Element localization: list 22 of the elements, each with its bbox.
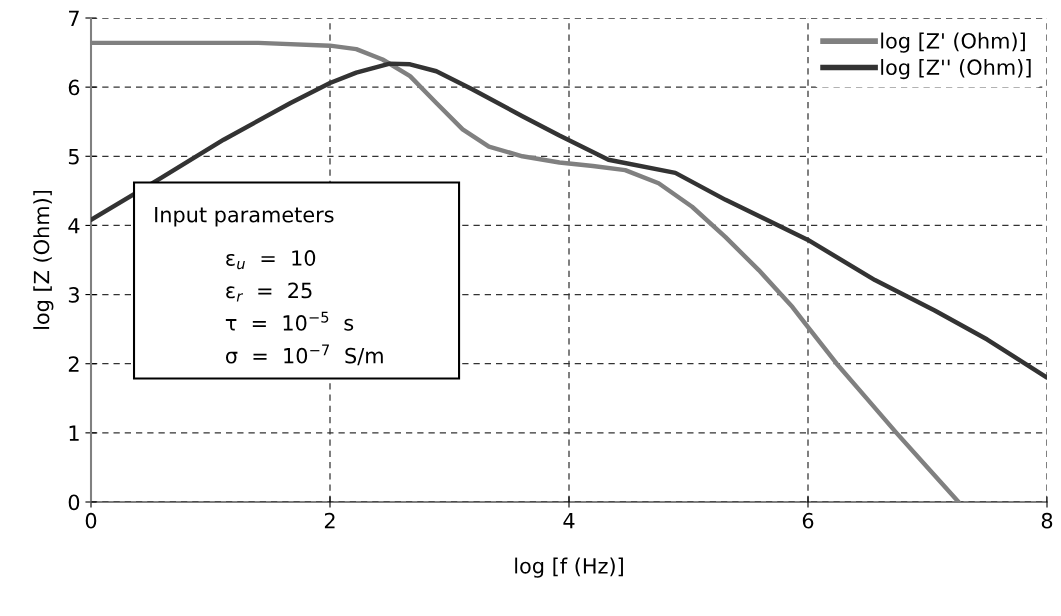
annotation: τ = 10$^{−5}$ s <box>225 311 354 331</box>
y-tick-label: 3 <box>68 287 79 303</box>
x-tick-label: 8 <box>1041 512 1053 529</box>
y-tick-label: 1 <box>69 425 79 441</box>
y-axis-title: log [Z (Ohm)] <box>33 190 54 329</box>
legend-label: log [Z'' (Ohm)] <box>881 59 1031 80</box>
y-tick-label: 0 <box>68 494 80 511</box>
x-tick-label: 6 <box>802 512 814 529</box>
legend-label: log [Z' (Ohm)] <box>881 32 1025 53</box>
y-tick-label: 5 <box>68 149 79 165</box>
annotation: ε$_{u}$ = 10 <box>226 250 316 270</box>
x-tick-label: 0 <box>85 512 97 529</box>
x-axis-title: log [f (Hz)] <box>515 557 623 578</box>
x-tick-label: 4 <box>563 513 575 529</box>
annotation: ε$_{r}$ = 25 <box>226 282 312 302</box>
y-tick-label: 4 <box>68 218 80 234</box>
x-tick-label: 2 <box>324 512 335 529</box>
annotation: Input parameters <box>155 207 334 227</box>
y-tick-label: 2 <box>68 356 79 372</box>
annotation: σ = 10$^{−7}$ S/m <box>225 344 383 366</box>
y-tick-label: 7 <box>69 10 79 26</box>
y-tick-label: 6 <box>68 79 80 96</box>
